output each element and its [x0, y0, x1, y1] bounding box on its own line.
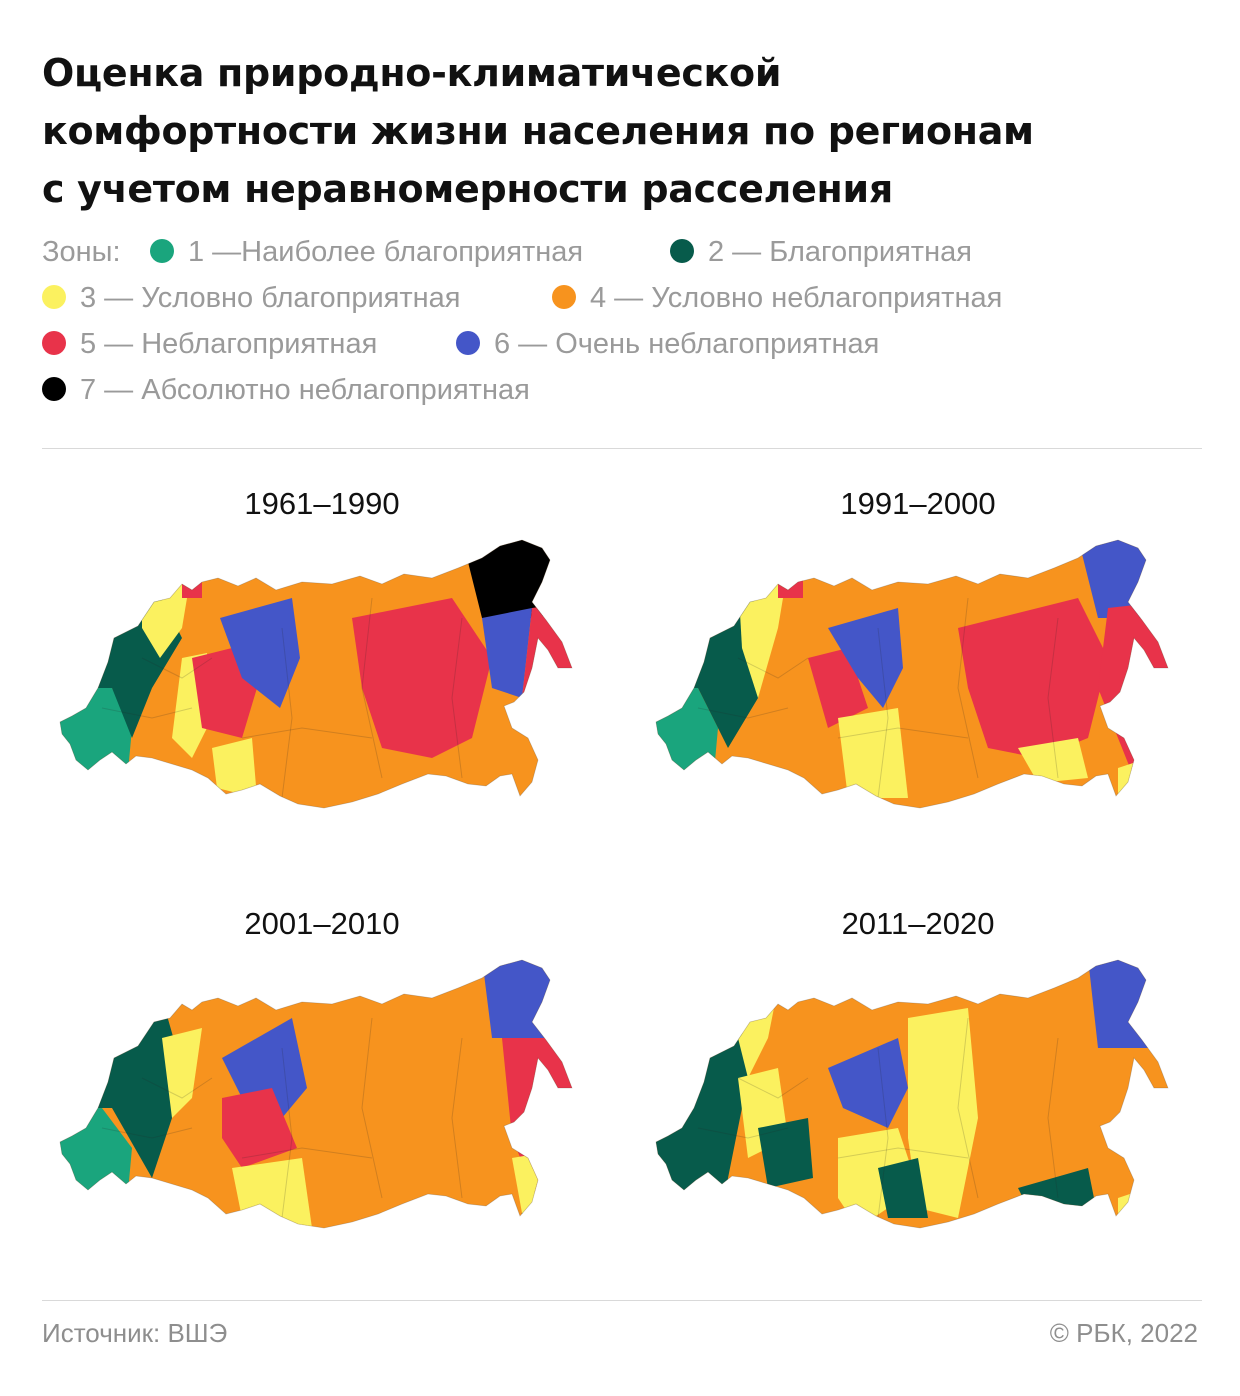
legend-item-zone-1-label: 1 —Наиболее благоприятная: [188, 236, 584, 268]
title-line-3: с учетом неравномерности расселения: [42, 167, 893, 211]
zone-6-dot-icon: [456, 331, 480, 355]
legend-item-zone-3: 3 — Условно благоприятная: [42, 282, 461, 315]
map-panel-1961-1990: 1961–1990: [42, 486, 602, 876]
russia-regions-map: [59, 539, 573, 809]
legend-item-zone-3-label: 3 — Условно благоприятная: [80, 282, 461, 314]
legend-item-zone-2-label: 2 — Благоприятная: [708, 236, 972, 268]
zone-7-dot-icon: [42, 377, 66, 401]
map-period-label: 2001–2010: [244, 906, 400, 941]
source-note: Источник: ВШЭ: [42, 1318, 228, 1348]
legend-item-zone-5: 5 — Неблагоприятная: [42, 328, 377, 361]
russia-regions-map: [59, 959, 573, 1229]
zone-4-dot-icon: [552, 285, 576, 309]
zone-5-dot-icon: [42, 331, 66, 355]
russia-regions-map: [655, 959, 1169, 1229]
copyright-note: © РБК, 2022: [1049, 1318, 1198, 1348]
legend-item-zone-7-label: 7 — Абсолютно неблагоприятная: [80, 374, 530, 406]
legend-item-zone-5-label: 5 — Неблагоприятная: [80, 328, 378, 360]
title-line-2: комфортности жизни населения по регионам: [42, 109, 1034, 153]
map-panel-1991-2000: 1991–2000: [638, 486, 1198, 876]
map-period-label: 1961–1990: [244, 486, 400, 521]
legend-item-zone-2: 2 — Благоприятная: [670, 236, 972, 269]
russia-regions-map: [655, 539, 1169, 809]
zone-3-dot-icon: [42, 285, 66, 309]
legend-item-zone-7: 7 — Абсолютно неблагоприятная: [42, 374, 530, 407]
map-panel-2001-2010: 2001–2010: [42, 906, 602, 1296]
map-panel-2011-2020: 2011–2020: [638, 906, 1198, 1296]
map-period-label: 1991–2000: [840, 486, 996, 521]
legend-item-zone-6-label: 6 — Очень неблагоприятная: [494, 328, 880, 360]
bottom-divider: [42, 1300, 1202, 1301]
legend-item-zone-1: 1 —Наиболее благоприятная: [150, 236, 583, 269]
infographic-title: Оценка природно-климатической комфортнос…: [42, 44, 1202, 218]
legend-label: Зоны:: [42, 236, 121, 268]
top-divider: [42, 448, 1202, 449]
zone-2-dot-icon: [670, 239, 694, 263]
title-line-1: Оценка природно-климатической: [42, 51, 782, 95]
legend-item-zone-6: 6 — Очень неблагоприятная: [456, 328, 879, 361]
legend-item-zone-4: 4 — Условно неблагоприятная: [552, 282, 1002, 315]
legend-item-zone-4-label: 4 — Условно неблагоприятная: [590, 282, 1003, 314]
zone-1-dot-icon: [150, 239, 174, 263]
map-period-label: 2011–2020: [841, 906, 995, 941]
